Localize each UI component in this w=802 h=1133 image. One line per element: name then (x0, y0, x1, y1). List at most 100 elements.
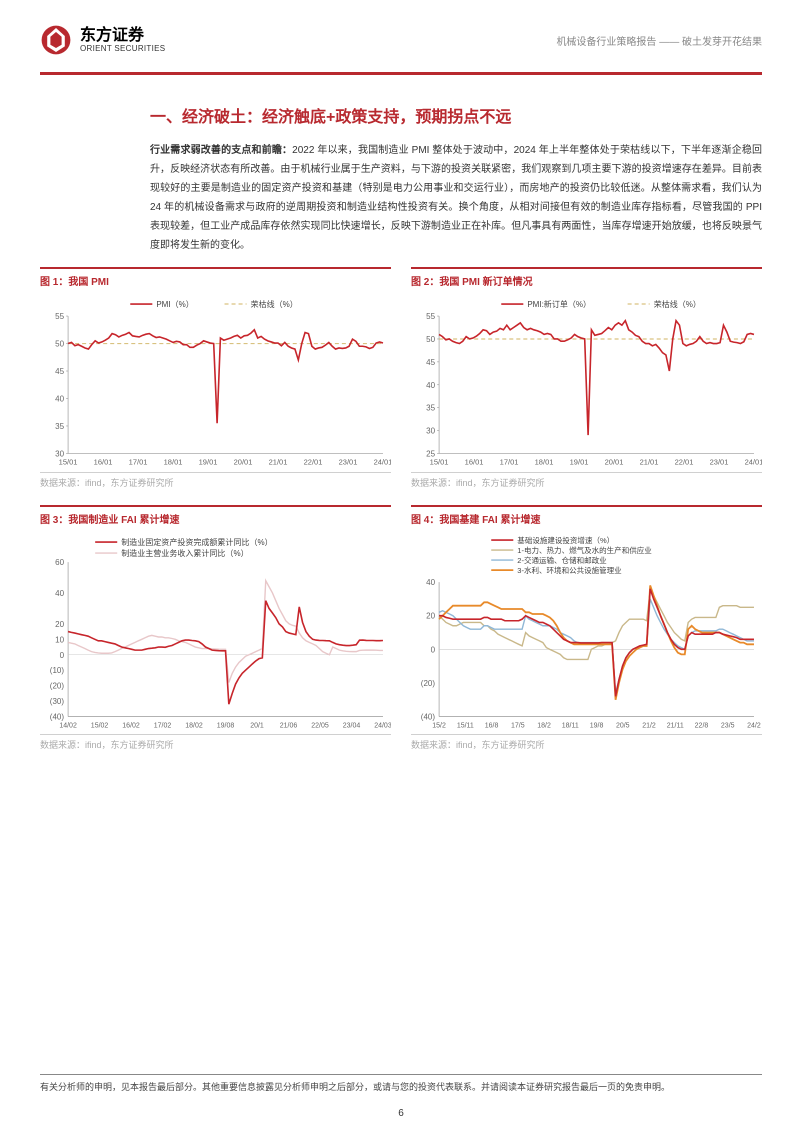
svg-text:17/5: 17/5 (511, 722, 525, 729)
content-block: 一、经济破土：经济触底+政策支持，预期拐点不远 行业需求弱改善的支点和前瞻：20… (0, 75, 802, 255)
chart-2-title: 图 2：我国 PMI 新订单情况 (411, 277, 533, 288)
charts-grid: 图 1：我国 PMI PMI（%） 荣枯线（%） 30 35 40 45 50 55 15/01… (0, 255, 802, 751)
svg-text:40: 40 (55, 395, 64, 404)
svg-text:50: 50 (426, 335, 435, 344)
svg-text:18/01: 18/01 (535, 457, 554, 466)
chart-3-title: 图 3：我国制造业 FAI 累计增速 (40, 515, 179, 526)
svg-text:17/01: 17/01 (500, 457, 519, 466)
footer-text: 有关分析师的申明，见本报告最后部分。其他重要信息披露见分析师申明之后部分，或请与… (40, 1080, 762, 1093)
svg-text:50: 50 (55, 340, 64, 349)
svg-text:21/01: 21/01 (640, 457, 659, 466)
svg-text:20/01: 20/01 (234, 457, 253, 466)
svg-text:22/01: 22/01 (304, 457, 323, 466)
svg-text:PMI:新订单（%）: PMI:新订单（%） (527, 299, 591, 309)
svg-text:30: 30 (426, 427, 435, 436)
svg-text:40: 40 (426, 381, 435, 390)
svg-text:23/01: 23/01 (339, 457, 358, 466)
svg-text:60: 60 (55, 558, 64, 567)
svg-text:2-交通运输、仓储和邮政业: 2-交通运输、仓储和邮政业 (517, 555, 607, 565)
svg-text:35: 35 (55, 422, 64, 431)
svg-text:19/01: 19/01 (570, 457, 589, 466)
svg-text:15/02: 15/02 (91, 722, 109, 729)
svg-text:(40): (40) (421, 712, 436, 721)
orient-securities-logo-icon (40, 24, 72, 56)
svg-text:15/01: 15/01 (430, 457, 449, 466)
svg-text:20/1: 20/1 (250, 722, 264, 729)
chart-3: 图 3：我国制造业 FAI 累计增速 制造业固定资产投资完成额累计同比（%）制造… (40, 505, 391, 752)
page-footer: 有关分析师的申明，见本报告最后部分。其他重要信息披露见分析师申明之后部分，或请与… (40, 1074, 762, 1093)
chart-3-svg: 制造业固定资产投资完成额累计同比（%）制造业主营业务收入累计同比（%）(40)(… (40, 532, 391, 733)
svg-text:16/01: 16/01 (465, 457, 484, 466)
svg-text:22/8: 22/8 (695, 722, 709, 729)
svg-text:0: 0 (60, 650, 65, 659)
chart-4-title: 图 4：我国基建 FAI 累计增速 (411, 515, 540, 526)
body-main: 2022 年以来，我国制造业 PMI 整体处于波动中，2024 年上半年整体处于… (150, 145, 762, 251)
svg-text:20/5: 20/5 (616, 722, 630, 729)
logo-text-en: ORIENT SECURITIES (80, 44, 165, 53)
svg-text:1-电力、热力、燃气及水的生产和供应业: 1-电力、热力、燃气及水的生产和供应业 (517, 545, 652, 555)
svg-text:15/11: 15/11 (457, 722, 474, 729)
chart-2-svg: PMI:新订单（%）荣枯线（%）2530354045505515/0116/01… (411, 294, 762, 470)
svg-text:23/01: 23/01 (710, 457, 729, 466)
svg-text:19/8: 19/8 (590, 722, 604, 729)
svg-text:18/11: 18/11 (562, 722, 579, 729)
svg-text:21/2: 21/2 (642, 722, 656, 729)
svg-text:PMI（%）: PMI（%） (156, 300, 193, 309)
svg-text:15/01: 15/01 (59, 457, 78, 466)
svg-text:55: 55 (426, 312, 435, 321)
svg-text:21/11: 21/11 (667, 722, 684, 729)
chart-4-svg: 基础设施建设投资增速（%）1-电力、热力、燃气及水的生产和供应业2-交通运输、仓… (411, 532, 762, 733)
svg-text:3-水利、环境和公共设施管理业: 3-水利、环境和公共设施管理业 (517, 565, 622, 575)
svg-text:35: 35 (426, 404, 435, 413)
svg-text:16/02: 16/02 (122, 722, 140, 729)
svg-text:15/2: 15/2 (432, 722, 446, 729)
svg-text:21/01: 21/01 (269, 457, 288, 466)
svg-text:18/01: 18/01 (164, 457, 183, 466)
svg-text:24/01: 24/01 (374, 457, 391, 466)
chart-1-svg: PMI（%）荣枯线（%）30354045505515/0116/0117/011… (40, 294, 391, 470)
svg-text:24/03: 24/03 (374, 722, 391, 729)
svg-text:17/01: 17/01 (129, 457, 148, 466)
svg-text:16/8: 16/8 (485, 722, 499, 729)
svg-text:55: 55 (55, 312, 64, 321)
svg-text:40: 40 (55, 588, 64, 597)
svg-text:23/5: 23/5 (721, 722, 735, 729)
chart-4-source: 数据来源：ifind，东方证券研究所 (411, 734, 762, 751)
page-header: 东方证券 ORIENT SECURITIES 机械设备行业策略报告 —— 破土发… (0, 0, 802, 64)
svg-text:22/01: 22/01 (675, 457, 694, 466)
svg-text:40: 40 (426, 578, 435, 587)
svg-text:(30): (30) (50, 697, 65, 706)
svg-text:20: 20 (426, 611, 435, 620)
svg-text:19/01: 19/01 (199, 457, 218, 466)
svg-text:(20): (20) (50, 681, 65, 690)
svg-text:14/02: 14/02 (59, 722, 77, 729)
svg-text:20/01: 20/01 (605, 457, 624, 466)
svg-text:20: 20 (55, 619, 64, 628)
svg-text:23/04: 23/04 (343, 722, 361, 729)
svg-text:24/01: 24/01 (745, 457, 762, 466)
svg-text:基础设施建设投资增速（%）: 基础设施建设投资增速（%） (517, 535, 614, 545)
svg-text:45: 45 (55, 367, 64, 376)
logo-block: 东方证券 ORIENT SECURITIES (40, 24, 165, 56)
svg-text:(20): (20) (421, 678, 436, 687)
svg-text:18/2: 18/2 (537, 722, 551, 729)
chart-2-source: 数据来源：ifind，东方证券研究所 (411, 472, 762, 489)
logo-text-cn: 东方证券 (80, 28, 165, 44)
header-subtitle: 机械设备行业策略报告 —— 破土发芽开花结果 (556, 33, 762, 48)
svg-text:45: 45 (426, 358, 435, 367)
svg-text:荣枯线（%）: 荣枯线（%） (654, 299, 701, 309)
chart-3-source: 数据来源：ifind，东方证券研究所 (40, 734, 391, 751)
svg-text:(10): (10) (50, 666, 65, 675)
chart-4: 图 4：我国基建 FAI 累计增速 基础设施建设投资增速（%）1-电力、热力、燃… (411, 505, 762, 752)
svg-text:荣枯线（%）: 荣枯线（%） (251, 299, 298, 309)
svg-text:21/06: 21/06 (280, 722, 298, 729)
svg-text:18/02: 18/02 (185, 722, 203, 729)
footer-rule (40, 1074, 762, 1075)
chart-2: 图 2：我国 PMI 新订单情况 PMI:新订单（%）荣枯线（%）2530354… (411, 267, 762, 489)
svg-text:24/2: 24/2 (747, 722, 761, 729)
svg-text:22/05: 22/05 (311, 722, 329, 729)
page-number: 6 (0, 1108, 802, 1119)
svg-text:10: 10 (55, 635, 64, 644)
body-paragraph: 行业需求弱改善的支点和前瞻：2022 年以来，我国制造业 PMI 整体处于波动中… (150, 141, 762, 255)
chart-1-title: 图 1：我国 PMI (40, 277, 109, 288)
